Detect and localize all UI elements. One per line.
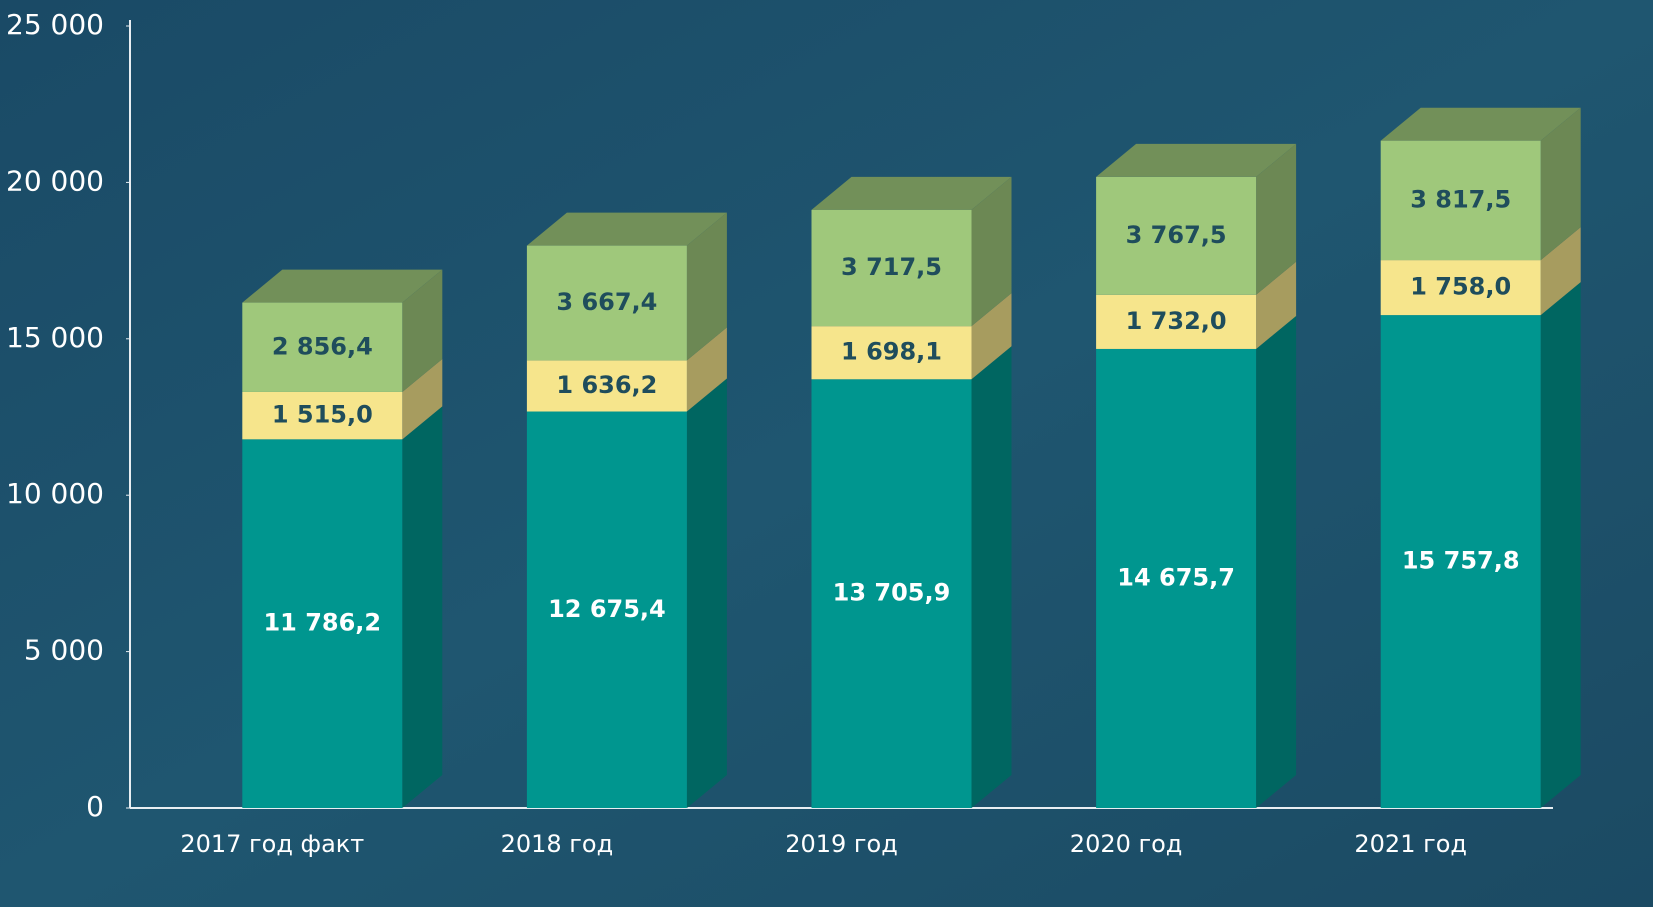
x-tick-label: 2017 год факт <box>180 830 364 858</box>
data-label: 1 758,0 <box>1410 273 1511 301</box>
bar-side <box>402 406 443 808</box>
bar-side <box>1256 315 1297 808</box>
bar <box>242 439 403 808</box>
bar <box>1380 140 1541 261</box>
data-label: 3 767,5 <box>1126 221 1227 249</box>
y-tick-label: 25 000 <box>6 8 104 41</box>
bar-top <box>526 212 727 246</box>
y-tick-label: 15 000 <box>6 321 104 354</box>
bar-side <box>402 358 443 440</box>
bar-side <box>686 378 727 808</box>
bar <box>811 209 972 327</box>
bar <box>526 245 687 361</box>
data-label: 3 717,5 <box>841 253 942 281</box>
bar-side <box>1540 227 1581 316</box>
bar-top <box>1380 107 1581 141</box>
bar-top <box>242 269 443 303</box>
data-label: 13 705,9 <box>833 579 951 607</box>
data-label: 2 856,4 <box>272 332 373 360</box>
y-tick-label: 0 <box>86 790 104 823</box>
bar <box>811 326 972 380</box>
data-label: 14 675,7 <box>1117 563 1235 591</box>
bar-side <box>1256 261 1297 349</box>
bar <box>1380 260 1541 316</box>
x-tick-label: 2018 год <box>501 830 614 858</box>
data-label: 11 786,2 <box>263 609 381 637</box>
bar-side <box>971 176 1012 327</box>
bar <box>811 379 972 808</box>
bar <box>526 360 687 412</box>
x-tick-label: 2021 год <box>1354 830 1467 858</box>
bar <box>1096 176 1257 295</box>
bar-side <box>971 346 1012 808</box>
bar-side <box>402 269 443 392</box>
y-tick-label: 20 000 <box>6 164 104 197</box>
bar-side <box>1256 143 1297 295</box>
y-tick-label: 10 000 <box>6 477 104 510</box>
bar-top <box>811 176 1012 210</box>
bar <box>1096 294 1257 349</box>
bar <box>1380 315 1541 808</box>
bar-side <box>1540 107 1581 261</box>
data-label: 12 675,4 <box>548 595 666 623</box>
bar <box>242 302 403 392</box>
x-tick-label: 2019 год <box>785 830 898 858</box>
data-label: 1 636,2 <box>556 371 657 399</box>
bar <box>1096 348 1257 808</box>
x-tick-label: 2020 год <box>1070 830 1183 858</box>
data-label: 15 757,8 <box>1402 547 1520 575</box>
data-label: 1 515,0 <box>272 401 373 429</box>
bar <box>242 391 403 440</box>
bar-side <box>971 293 1012 380</box>
y-tick-label: 5 000 <box>24 634 104 667</box>
data-label: 3 817,5 <box>1410 185 1511 213</box>
bar-side <box>686 327 727 412</box>
bar-side <box>686 212 727 361</box>
data-label: 3 667,4 <box>556 288 657 316</box>
bar-side <box>1540 282 1581 808</box>
bar-top <box>1096 143 1297 177</box>
data-label: 1 698,1 <box>841 338 942 366</box>
data-label: 1 732,0 <box>1126 307 1227 335</box>
bar <box>526 411 687 808</box>
